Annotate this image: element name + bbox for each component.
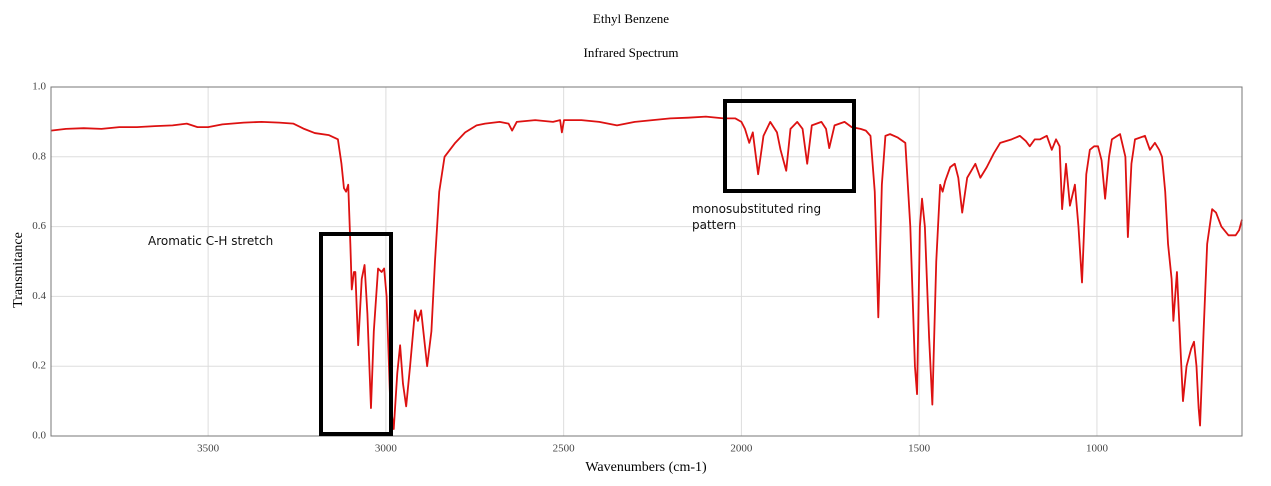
- highlight-box: [319, 232, 393, 436]
- y-tick-label: 0.8: [32, 150, 46, 162]
- x-axis-label: Wavenumbers (cm-1): [585, 460, 707, 475]
- y-tick-label: 0.2: [32, 360, 46, 372]
- chart-title: Ethyl Benzene: [593, 11, 669, 26]
- plot: [50, 115, 1243, 430]
- x-tick-label: 1000: [1086, 443, 1109, 455]
- chart-subtitle: Infrared Spectrum: [584, 45, 679, 60]
- x-tick-label: 3000: [375, 443, 398, 455]
- x-tick-label: 3500: [197, 443, 220, 455]
- y-axis-label: Transmitance: [11, 232, 26, 308]
- grid: [51, 86, 1242, 437]
- plot-frame: [50, 86, 1243, 437]
- highlight-box: [723, 99, 856, 193]
- annotation: monosubstituted ring pattern: [692, 202, 822, 232]
- y-tick-label: 0.4: [32, 290, 46, 302]
- x-tick-label: 1500: [908, 443, 931, 455]
- annotation: Aromatic C-H stretch: [148, 234, 274, 248]
- y-tick-label: 0.6: [32, 220, 46, 232]
- y-tick-label: 1.0: [32, 81, 46, 93]
- spectrum-line: [50, 115, 1243, 430]
- x-tick-label: 2500: [553, 443, 576, 455]
- y-tick-label: 0.0: [32, 430, 46, 442]
- x-tick-label: 2000: [730, 443, 753, 455]
